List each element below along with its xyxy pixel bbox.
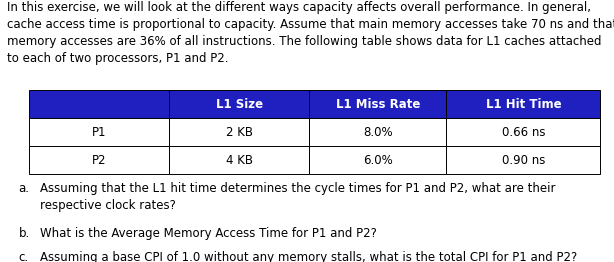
Text: b.: b. <box>18 227 29 240</box>
Text: In this exercise, we will look at the different ways capacity affects overall pe: In this exercise, we will look at the di… <box>7 1 614 65</box>
Text: Assuming that the L1 hit time determines the cycle times for P1 and P2, what are: Assuming that the L1 hit time determines… <box>40 182 556 212</box>
Bar <box>309 90 446 118</box>
Text: L1 Miss Rate: L1 Miss Rate <box>336 98 420 111</box>
Text: What is the Average Memory Access Time for P1 and P2?: What is the Average Memory Access Time f… <box>40 227 377 240</box>
Text: P2: P2 <box>92 154 107 167</box>
Text: P1: P1 <box>92 126 107 139</box>
Bar <box>29 118 169 146</box>
Bar <box>446 90 600 118</box>
Bar <box>29 90 169 118</box>
Bar <box>169 146 309 174</box>
Text: 0.66 ns: 0.66 ns <box>502 126 545 139</box>
Bar <box>309 146 446 174</box>
Text: 2 KB: 2 KB <box>226 126 253 139</box>
Text: L1 Size: L1 Size <box>216 98 263 111</box>
Text: 4 KB: 4 KB <box>226 154 253 167</box>
Text: a.: a. <box>18 182 29 195</box>
Text: 6.0%: 6.0% <box>363 154 393 167</box>
Bar <box>446 146 600 174</box>
Text: L1 Hit Time: L1 Hit Time <box>486 98 561 111</box>
Text: 8.0%: 8.0% <box>363 126 392 139</box>
Bar <box>309 118 446 146</box>
Text: 0.90 ns: 0.90 ns <box>502 154 545 167</box>
Bar <box>169 90 309 118</box>
Bar <box>446 118 600 146</box>
Text: Assuming a base CPI of 1.0 without any memory stalls, what is the total CPI for : Assuming a base CPI of 1.0 without any m… <box>40 251 577 262</box>
Bar <box>29 146 169 174</box>
Text: c.: c. <box>18 251 28 262</box>
Bar <box>169 118 309 146</box>
